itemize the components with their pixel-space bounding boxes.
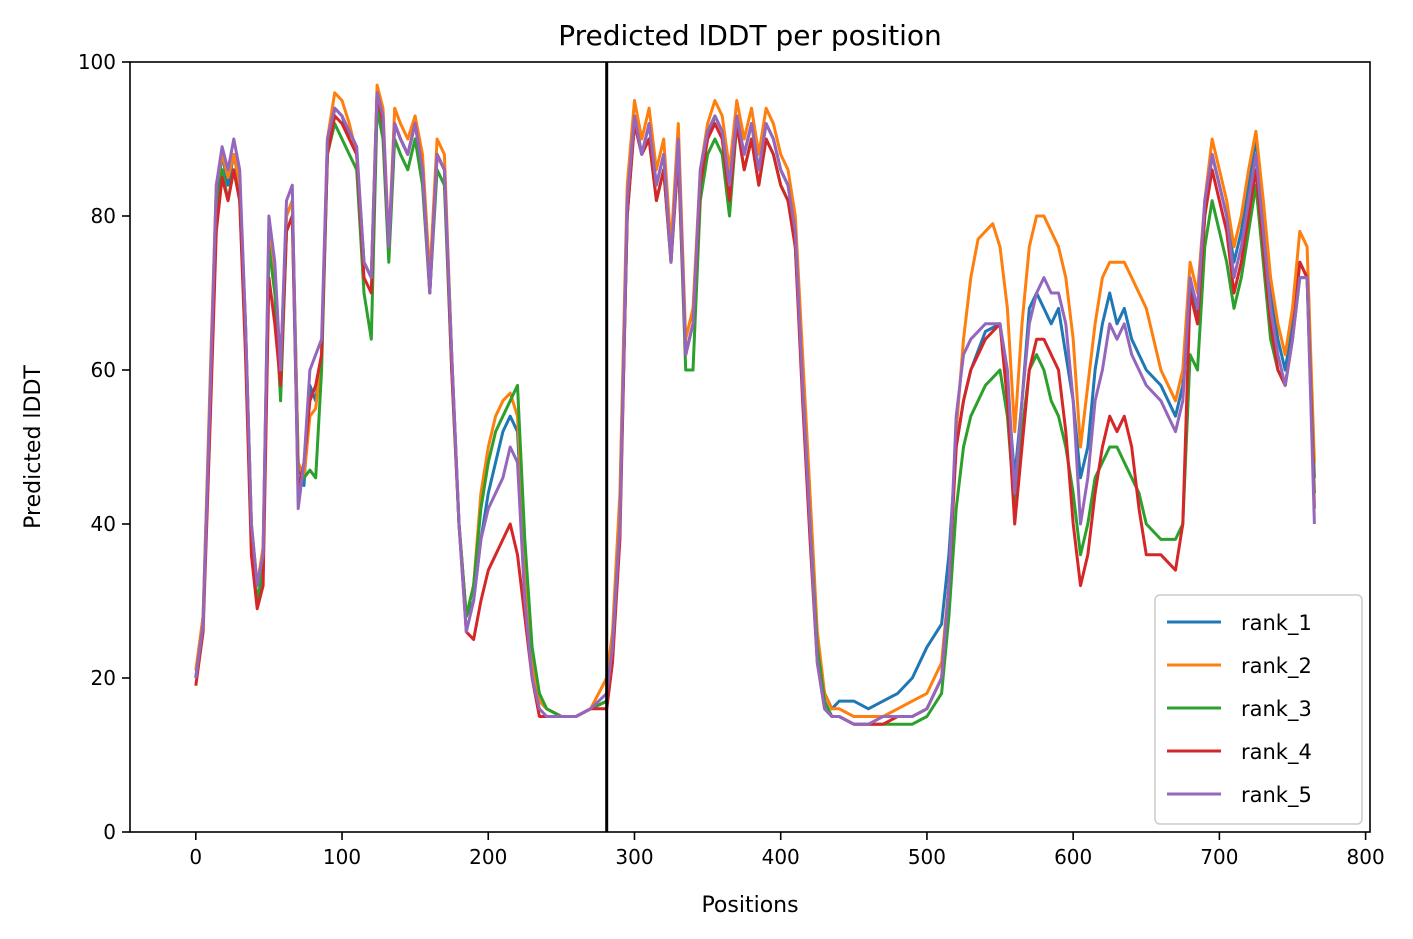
x-tick-label: 700 bbox=[1200, 845, 1238, 869]
plot-frame bbox=[129, 61, 1371, 833]
legend-label-rank_2: rank_2 bbox=[1241, 654, 1312, 679]
legend-label-rank_3: rank_3 bbox=[1241, 697, 1312, 722]
plot-series-group bbox=[194, 83, 1316, 726]
y-tick-label: 40 bbox=[91, 512, 116, 536]
x-tick-label: 800 bbox=[1347, 845, 1385, 869]
y-tick-label: 80 bbox=[91, 204, 116, 228]
x-tick-label: 0 bbox=[189, 845, 202, 869]
series-line-rank_1 bbox=[194, 91, 1316, 718]
x-axis: 0 100 200 300 400 500 600 700 800 bbox=[189, 832, 1385, 869]
y-tick-label: 0 bbox=[103, 820, 116, 844]
y-axis: 0 20 40 60 80 100 bbox=[78, 50, 130, 844]
legend-label-rank_5: rank_5 bbox=[1241, 783, 1312, 808]
x-axis-label: Positions bbox=[701, 893, 798, 918]
series-line-rank_4 bbox=[194, 91, 1316, 726]
series-line-rank_3 bbox=[194, 106, 1316, 726]
chart-title: Predicted lDDT per position bbox=[558, 19, 942, 52]
legend-box bbox=[1154, 594, 1363, 825]
series-line-rank_5 bbox=[194, 91, 1316, 726]
x-tick-label: 600 bbox=[1054, 845, 1092, 869]
legend-label-rank_1: rank_1 bbox=[1241, 611, 1312, 636]
series-line-rank_2 bbox=[194, 83, 1316, 718]
x-tick-label: 200 bbox=[469, 845, 507, 869]
legend: rank_1 rank_2 rank_3 rank_4 rank_5 bbox=[1154, 594, 1363, 825]
y-axis-label: Predicted lDDT bbox=[21, 365, 46, 529]
y-tick-label: 100 bbox=[78, 50, 116, 74]
x-tick-label: 500 bbox=[908, 845, 946, 869]
legend-label-rank_4: rank_4 bbox=[1241, 740, 1312, 765]
y-tick-label: 60 bbox=[91, 358, 116, 382]
x-tick-label: 400 bbox=[762, 845, 800, 869]
y-tick-label: 20 bbox=[91, 666, 116, 690]
x-tick-label: 100 bbox=[323, 845, 361, 869]
x-tick-label: 300 bbox=[615, 845, 653, 869]
